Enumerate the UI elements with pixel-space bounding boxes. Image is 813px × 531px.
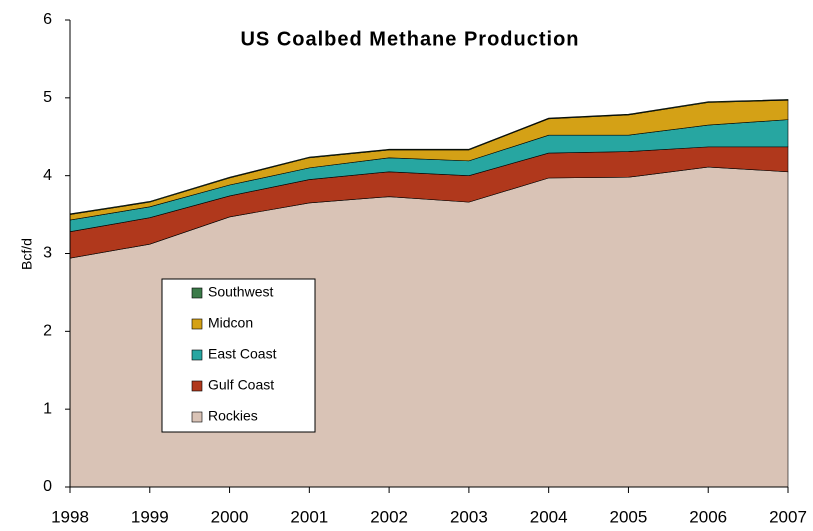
x-tick-label: 2005 [610,507,648,526]
x-tick-label: 2000 [211,507,249,526]
legend-swatch [191,380,203,392]
x-tick-label: 1999 [131,507,169,526]
legend-swatch [191,287,203,299]
y-tick-label: 1 [43,400,52,417]
legend-label: Rockies [208,408,258,424]
y-tick-label: 2 [43,323,52,340]
y-tick-label: 0 [43,478,52,495]
x-tick-label: 2001 [290,507,328,526]
y-tick-label: 6 [43,11,52,28]
x-tick-label: 2007 [769,507,807,526]
legend: Rockies Gulf Coast East Coast Midcon Southwe… [161,278,316,433]
legend-label: East Coast [208,346,277,362]
legend-box [161,278,316,433]
chart-title: US Coalbed Methane Production [240,28,579,50]
y-tick-label: 4 [43,167,52,184]
y-tick-label: 3 [43,245,52,262]
legend-swatch [191,318,203,330]
x-tick-label: 2004 [530,507,568,526]
x-tick-label: 2006 [689,507,727,526]
y-axis-label: Bcf/d [19,238,35,270]
y-tick-label: 5 [43,89,52,106]
legend-label: Midcon [208,315,253,331]
legend-swatch [191,411,203,423]
area [69,99,789,215]
x-tick-label: 2003 [450,507,488,526]
x-tick-label: 1998 [51,507,89,526]
legend-label: Southwest [208,284,273,300]
legend-swatch [191,349,203,361]
x-tick-label: 2002 [370,507,408,526]
legend-label: Gulf Coast [208,377,274,393]
